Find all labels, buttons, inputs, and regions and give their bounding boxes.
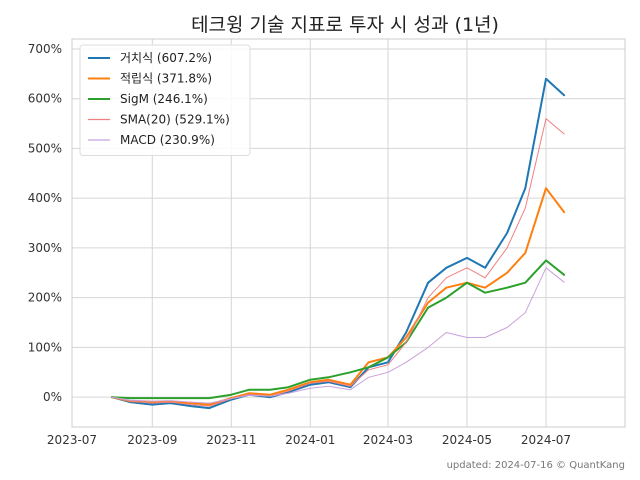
y-tick-label: 300% <box>28 241 62 255</box>
legend: 거치식 (607.2%) 적립식 (371.8%) SigM (246.1%) SMA… <box>79 44 251 156</box>
legend-label: SMA(20) (529.1%) <box>120 113 230 127</box>
axes-layer: 0% 100% 200% 300% 400% 500% 600% 700% 2023-07 202… <box>28 38 626 447</box>
chart-footer: updated: 2024-07-16 © QuantKang <box>447 460 625 471</box>
legend-label: SigM (246.1%) <box>120 92 208 106</box>
y-tick-label: 700% <box>28 42 62 56</box>
legend-label: MACD (230.9%) <box>120 133 215 147</box>
series-line-3 <box>111 118 565 407</box>
legend-box <box>79 44 251 156</box>
x-tick-label: 2024-05 <box>442 433 492 447</box>
series-line-0 <box>111 77 566 410</box>
legend-label: 거치식 (607.2%) <box>120 51 212 65</box>
y-tick-label: 400% <box>28 191 62 205</box>
y-tick-label: 200% <box>28 291 62 305</box>
y-tick-label: 100% <box>28 340 62 354</box>
x-tick-label: 2023-09 <box>127 433 177 447</box>
series-line-4 <box>111 267 565 404</box>
x-tick-label: 2024-07 <box>521 433 571 447</box>
x-tick-label: 2023-11 <box>206 433 256 447</box>
y-tick-label: 600% <box>28 92 62 106</box>
series-layer <box>111 77 566 410</box>
series-line-1 <box>111 187 566 406</box>
y-tick-label: 0% <box>43 390 62 404</box>
chart-title: 테크윙 기술 지표로 투자 시 성과 (1년) <box>191 14 499 36</box>
legend-label: 적립식 (371.8%) <box>120 72 212 86</box>
x-tick-label: 2023-07 <box>47 433 97 447</box>
x-tick-label: 2024-01 <box>285 433 335 447</box>
y-tick-label: 500% <box>28 141 62 155</box>
x-tick-label: 2024-03 <box>363 433 413 447</box>
series-line-2 <box>111 259 566 400</box>
plot-frame <box>71 38 626 428</box>
